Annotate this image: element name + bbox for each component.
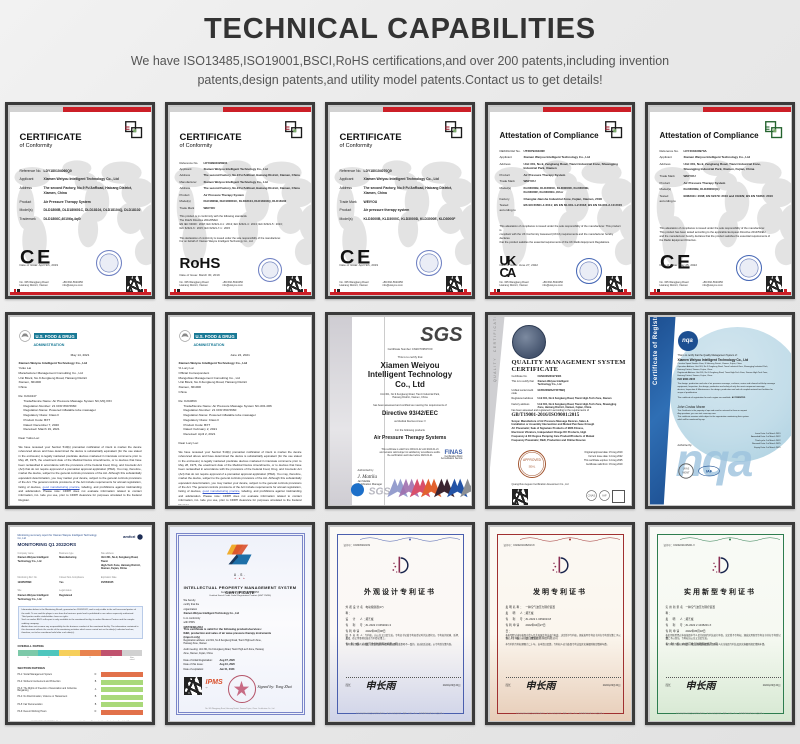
svg-text:C: C [660,252,674,272]
svg-text:E: E [677,252,690,272]
svg-text:APPROVED: APPROVED [522,457,541,461]
svg-text:SGS: SGS [368,486,390,497]
svg-text:IAF: IAF [602,494,607,498]
svg-text:UKAS: UKAS [682,467,689,470]
svg-text:SEAL: SEAL [528,464,535,468]
svg-text:CNAS: CNAS [587,494,595,498]
svg-text:IAF: IAF [705,469,712,473]
svg-text:MGMT: MGMT [682,471,690,474]
